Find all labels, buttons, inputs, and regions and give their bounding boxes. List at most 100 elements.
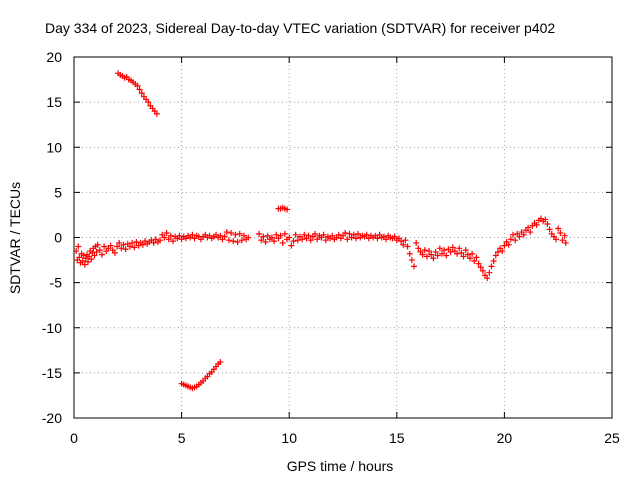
- data-point: [169, 238, 176, 245]
- data-point: [294, 237, 301, 244]
- data-point: [492, 252, 499, 259]
- y-tick-label: 0: [54, 230, 62, 246]
- y-tick-label: -20: [42, 410, 62, 426]
- data-point: [544, 220, 551, 227]
- data-point: [447, 248, 454, 255]
- data-point: [312, 230, 319, 237]
- data-point: [441, 247, 448, 254]
- data-point: [473, 254, 480, 261]
- data-point: [107, 242, 114, 249]
- data-point: [268, 234, 275, 241]
- data-point: [512, 237, 519, 244]
- data-point: [402, 237, 409, 244]
- data-point: [264, 232, 271, 239]
- data-point: [133, 239, 140, 246]
- data-point: [134, 82, 141, 89]
- data-point: [131, 244, 138, 251]
- y-tick-label: 15: [46, 94, 62, 110]
- data-point: [494, 248, 501, 255]
- data-point: [454, 250, 461, 257]
- data-point: [342, 229, 349, 236]
- data-point: [277, 232, 284, 239]
- data-point: [352, 235, 359, 242]
- data-point: [299, 236, 306, 243]
- data-point: [94, 241, 101, 248]
- data-point: [423, 253, 430, 260]
- x-tick-label: 10: [281, 430, 297, 446]
- data-point: [320, 231, 327, 238]
- data-point: [167, 232, 174, 239]
- data-point: [75, 243, 82, 250]
- data-point: [484, 275, 491, 282]
- data-point: [411, 263, 418, 270]
- data-point: [542, 216, 549, 223]
- data-point: [520, 231, 527, 238]
- y-tick-label: 5: [54, 184, 62, 200]
- data-point: [404, 243, 411, 250]
- data-point: [398, 238, 405, 245]
- data-point: [488, 263, 495, 270]
- data-point: [350, 231, 357, 238]
- data-point: [406, 250, 413, 257]
- data-point: [114, 243, 121, 250]
- data-point: [217, 359, 224, 366]
- data-point: [314, 236, 321, 243]
- data-point: [428, 251, 435, 258]
- data-point: [238, 237, 245, 244]
- data-point: [284, 206, 291, 213]
- data-point: [91, 252, 98, 259]
- data-point: [126, 243, 133, 250]
- data-point: [460, 253, 467, 260]
- data-point: [408, 257, 415, 264]
- data-point: [501, 242, 508, 249]
- axis-ticks: 0 5 10 15 20 25 -20 -15 -10 -5 0 5 10 15 20: [42, 49, 620, 446]
- data-point: [76, 254, 83, 261]
- x-tick-label: 25: [604, 430, 620, 446]
- data-point: [458, 249, 465, 256]
- data-point: [230, 238, 237, 245]
- data-point: [189, 231, 196, 238]
- data-point: [443, 252, 450, 259]
- data-point: [262, 239, 269, 246]
- x-tick-label: 0: [70, 430, 78, 446]
- data-point: [176, 232, 183, 239]
- data-point: [507, 236, 514, 243]
- data-point: [290, 238, 297, 245]
- data-point: [217, 232, 224, 239]
- data-point: [479, 267, 486, 274]
- data-point: [329, 232, 336, 239]
- data-point: [96, 247, 103, 254]
- data-point: [236, 230, 243, 237]
- chart-title: Day 334 of 2023, Sidereal Day-to-day VTE…: [45, 20, 555, 36]
- data-point: [122, 246, 129, 253]
- data-point: [81, 261, 88, 268]
- data-point: [153, 110, 160, 117]
- data-point: [432, 248, 439, 255]
- y-tick-label: -15: [42, 365, 62, 381]
- data-point: [533, 221, 540, 228]
- data-point: [475, 260, 482, 267]
- data-point: [374, 235, 381, 242]
- data-point: [111, 249, 118, 256]
- data-point: [279, 239, 286, 246]
- data-point: [561, 232, 568, 239]
- data-point: [456, 245, 463, 252]
- data-point: [553, 236, 560, 243]
- data-point: [234, 239, 241, 246]
- y-tick-label: -10: [42, 320, 62, 336]
- data-point: [430, 255, 437, 262]
- data-point: [546, 226, 553, 233]
- data-point: [93, 248, 100, 255]
- y-tick-label: 10: [46, 139, 62, 155]
- data-point: [150, 239, 157, 246]
- data-point: [157, 237, 164, 244]
- data-point: [228, 229, 235, 236]
- data-point: [335, 231, 342, 238]
- data-point: [260, 233, 267, 240]
- data-point: [271, 238, 278, 245]
- data-point: [138, 90, 145, 97]
- data-point: [305, 232, 312, 239]
- y-tick-label: -5: [50, 275, 63, 291]
